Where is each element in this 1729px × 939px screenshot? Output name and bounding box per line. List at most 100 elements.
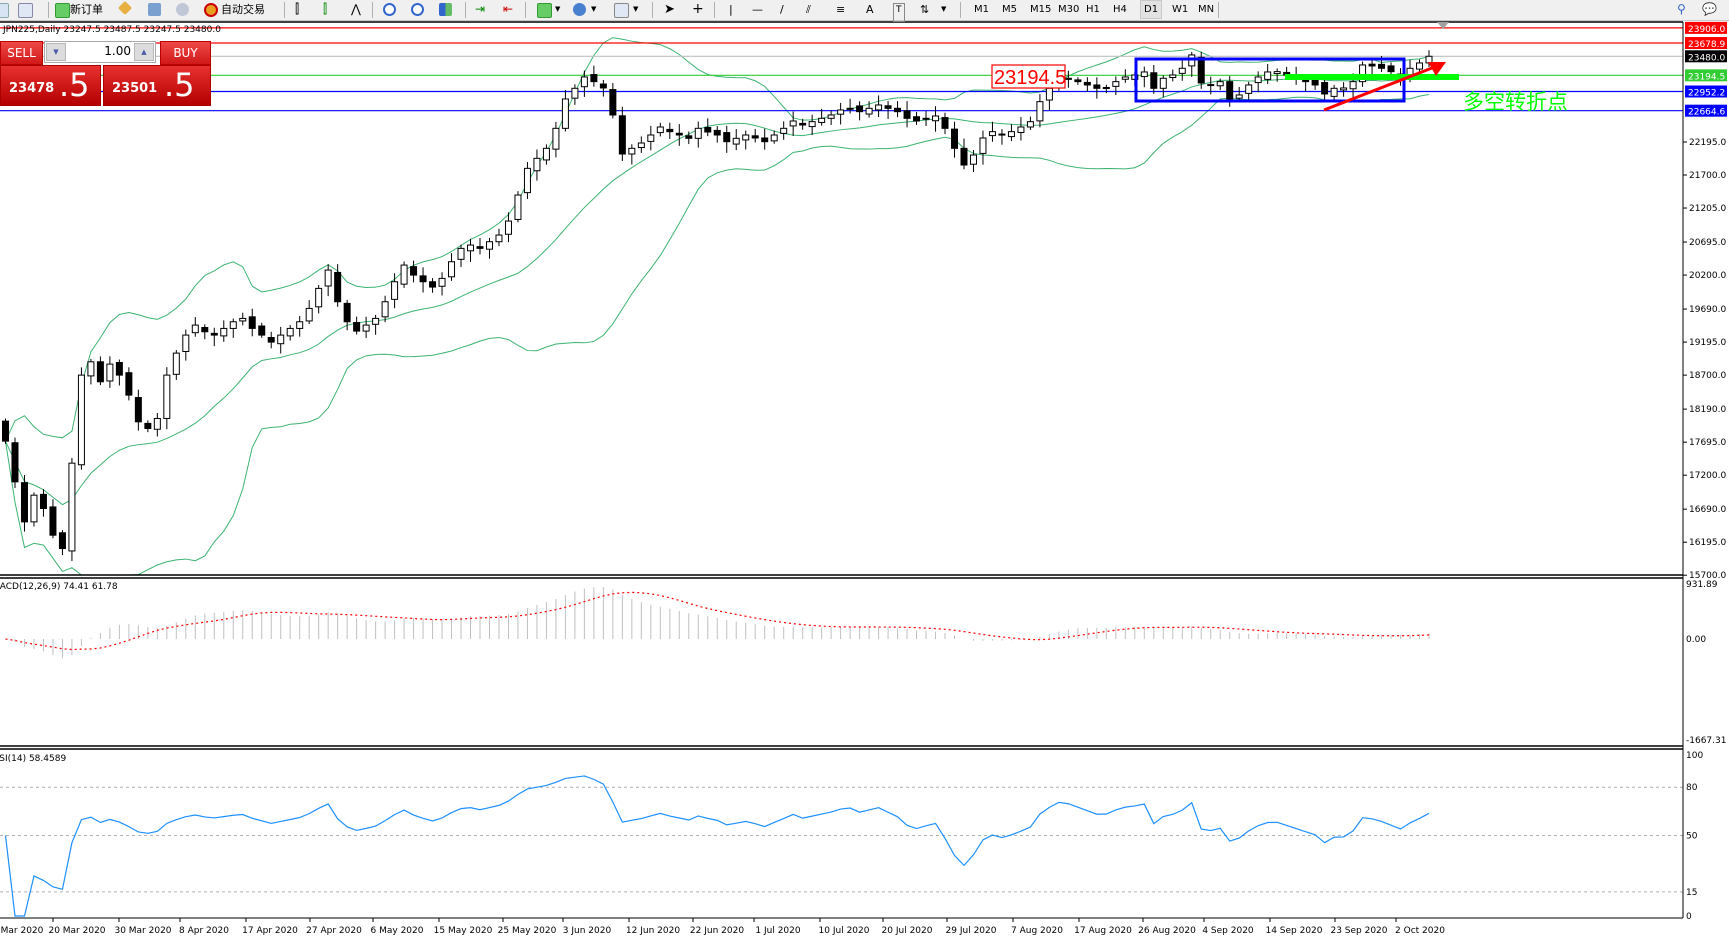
candle[interactable] <box>1330 84 1338 100</box>
candle[interactable] <box>305 300 313 325</box>
auto-scroll-icon[interactable]: ⇥ <box>475 2 486 16</box>
candle[interactable] <box>1340 82 1348 97</box>
candle[interactable] <box>799 118 807 130</box>
candle[interactable] <box>884 101 892 119</box>
periods-icon[interactable] <box>573 3 586 16</box>
candle[interactable] <box>267 331 275 349</box>
candle[interactable] <box>1026 116 1034 130</box>
price-label-box[interactable] <box>991 64 1066 89</box>
candle[interactable] <box>58 529 66 556</box>
candle[interactable] <box>400 261 408 288</box>
candle[interactable] <box>115 359 123 386</box>
chat-icon[interactable]: 💬 <box>1702 2 1717 16</box>
candle[interactable] <box>808 114 816 135</box>
candle[interactable] <box>87 358 95 385</box>
candle[interactable] <box>523 162 531 199</box>
candle[interactable] <box>49 499 57 539</box>
candle[interactable] <box>552 121 560 158</box>
text-tool-icon[interactable]: A <box>866 3 874 16</box>
candle[interactable] <box>590 65 598 87</box>
sell-price-button[interactable]: 23478 .5 <box>0 65 101 106</box>
search-icon[interactable]: ⚲ <box>1677 2 1686 16</box>
buy-price-button[interactable]: 23501 .5 <box>103 65 211 106</box>
candle[interactable] <box>68 457 76 562</box>
candle[interactable] <box>713 126 721 143</box>
templates-icon[interactable] <box>614 3 629 18</box>
candle[interactable] <box>438 272 446 296</box>
candle[interactable] <box>296 315 304 337</box>
candlestick-icon[interactable]: ⫿ <box>323 2 328 17</box>
candle[interactable] <box>1245 81 1253 100</box>
candle[interactable] <box>1112 76 1120 96</box>
candle[interactable] <box>913 111 921 125</box>
trend-arrow-line[interactable] <box>1323 66 1433 112</box>
rsi-pane[interactable] <box>0 775 1683 917</box>
lot-size-stepper[interactable]: ▼ 1.00 ▲ <box>44 41 156 63</box>
candle[interactable] <box>1273 68 1281 82</box>
candle[interactable] <box>571 84 579 105</box>
candle[interactable] <box>315 285 323 314</box>
candle[interactable] <box>637 136 645 153</box>
candle[interactable] <box>1017 117 1025 141</box>
lot-size-input[interactable]: 1.00 <box>104 44 131 58</box>
candle[interactable] <box>1074 77 1082 85</box>
chevron-down-icon[interactable]: ▼ <box>941 5 947 13</box>
chevron-down-icon[interactable]: ▼ <box>591 5 597 13</box>
candle[interactable] <box>1178 60 1186 81</box>
candle[interactable] <box>419 267 427 293</box>
candle[interactable] <box>979 130 987 165</box>
timeframe-d1[interactable]: D1 <box>1140 0 1163 19</box>
chart-shift-icon[interactable]: ⇤ <box>503 2 514 16</box>
auto-trading-icon[interactable] <box>204 3 218 17</box>
zoom-out-icon[interactable] <box>411 3 424 16</box>
candle[interactable] <box>277 326 285 354</box>
candle[interactable] <box>960 138 968 170</box>
text-label-icon[interactable]: T <box>893 3 905 22</box>
candle[interactable] <box>618 106 626 162</box>
candle[interactable] <box>1093 77 1101 99</box>
candle[interactable] <box>20 475 28 532</box>
candle[interactable] <box>153 413 161 437</box>
candle[interactable] <box>77 367 85 470</box>
candle[interactable] <box>1150 64 1158 94</box>
chevron-down-icon[interactable]: ▼ <box>555 5 561 13</box>
equidistant-channel-icon[interactable]: ⫽ <box>806 3 811 16</box>
candle[interactable] <box>998 129 1006 145</box>
candle[interactable] <box>239 312 247 326</box>
candle[interactable] <box>941 112 949 135</box>
candle[interactable] <box>134 389 142 431</box>
candle[interactable] <box>144 420 152 433</box>
candle[interactable] <box>457 244 465 267</box>
candle[interactable] <box>485 237 493 259</box>
candle[interactable] <box>220 320 228 342</box>
candle[interactable] <box>827 110 835 126</box>
candle[interactable] <box>561 90 569 132</box>
candle[interactable] <box>894 101 902 118</box>
candle[interactable] <box>1235 86 1243 101</box>
candle[interactable] <box>334 264 342 307</box>
candle[interactable] <box>609 83 617 119</box>
candle[interactable] <box>969 150 977 172</box>
bar-chart-icon[interactable]: ⫿ <box>295 2 300 17</box>
candle[interactable] <box>704 118 712 137</box>
candle[interactable] <box>381 295 389 323</box>
candle[interactable] <box>732 129 740 151</box>
cursor-icon[interactable]: ➤ <box>664 2 675 17</box>
line-chart-icon[interactable]: ⋀ <box>351 2 361 16</box>
candle[interactable] <box>514 191 522 223</box>
chevron-down-icon[interactable]: ▼ <box>633 5 639 13</box>
candle[interactable] <box>1007 124 1015 142</box>
candle[interactable] <box>1264 63 1272 84</box>
candle[interactable] <box>96 356 104 386</box>
horizontal-line-icon[interactable]: — <box>752 3 763 16</box>
candle[interactable] <box>723 125 731 153</box>
candle[interactable] <box>343 299 351 331</box>
candle[interactable] <box>391 273 399 309</box>
candle[interactable] <box>362 316 370 339</box>
candle[interactable] <box>248 308 256 337</box>
candle[interactable] <box>191 317 199 337</box>
navigator-icon[interactable] <box>148 3 161 16</box>
support-highlight-bar[interactable] <box>1285 74 1459 80</box>
tile-windows-icon[interactable] <box>439 3 452 16</box>
candle[interactable] <box>1159 75 1167 98</box>
